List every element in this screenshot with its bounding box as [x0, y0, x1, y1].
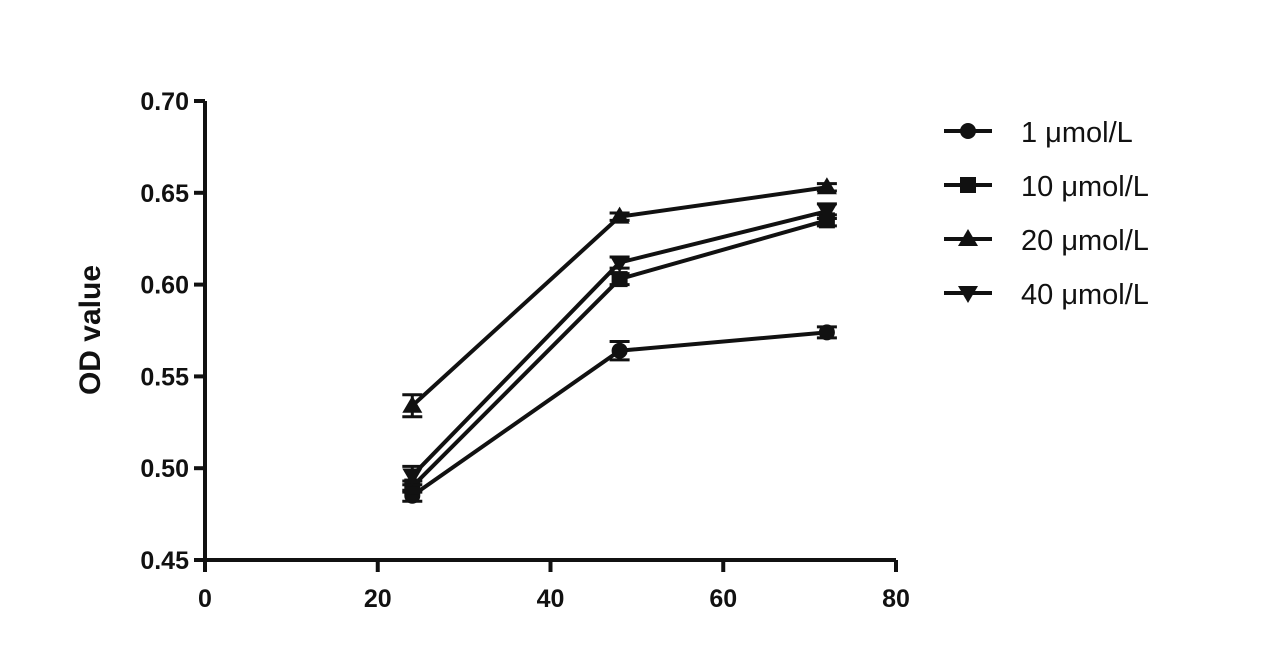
legend-marker [958, 286, 978, 303]
data-point [609, 206, 630, 224]
series-1 [402, 324, 837, 504]
x-axis: 0 20 40 60 80 [198, 558, 910, 613]
x-tick-label: 20 [364, 585, 392, 613]
y-axis-title: OD value [74, 265, 107, 395]
legend-item: 20 μmol/L [944, 225, 1149, 257]
series-3 [402, 177, 837, 419]
data-point [609, 255, 630, 273]
y-tick-label: 0.60 [140, 272, 189, 300]
series-2 [402, 212, 837, 495]
x-tick-label: 40 [537, 585, 565, 613]
legend-item: 40 μmol/L [944, 279, 1149, 311]
legend-label: 20 μmol/L [1021, 225, 1149, 257]
data-point [816, 204, 837, 222]
data-point [402, 395, 423, 413]
legend-label: 10 μmol/L [1021, 171, 1149, 203]
series-4 [402, 202, 837, 487]
plot-area [402, 177, 837, 504]
y-tick-label: 0.70 [140, 88, 189, 116]
data-point [816, 177, 837, 195]
x-tick-label: 60 [709, 585, 737, 613]
y-tick-label: 0.45 [140, 547, 189, 575]
legend-marker [960, 177, 976, 193]
legend-marker [958, 229, 978, 246]
x-tick-label: 80 [882, 585, 910, 613]
y-tick-label: 0.55 [140, 363, 189, 391]
legend-item: 1 μmol/L [944, 117, 1133, 149]
y-tick-label: 0.65 [140, 180, 189, 208]
x-tick-label: 0 [198, 585, 212, 613]
data-point [818, 324, 835, 341]
legend: 1 μmol/L 10 μmol/L 20 μmol/L 40 μmol/L [944, 117, 1149, 311]
y-tick-label: 0.50 [140, 455, 189, 483]
legend-label: 1 μmol/L [1021, 117, 1133, 149]
y-axis: 0.45 0.50 0.55 0.60 0.65 0.70 [140, 88, 207, 575]
legend-marker [960, 123, 976, 139]
legend-item: 10 μmol/L [944, 171, 1149, 203]
data-point [402, 468, 423, 486]
data-point [611, 342, 628, 359]
legend-label: 40 μmol/L [1021, 279, 1149, 311]
data-point [404, 478, 421, 495]
data-point [611, 271, 628, 288]
